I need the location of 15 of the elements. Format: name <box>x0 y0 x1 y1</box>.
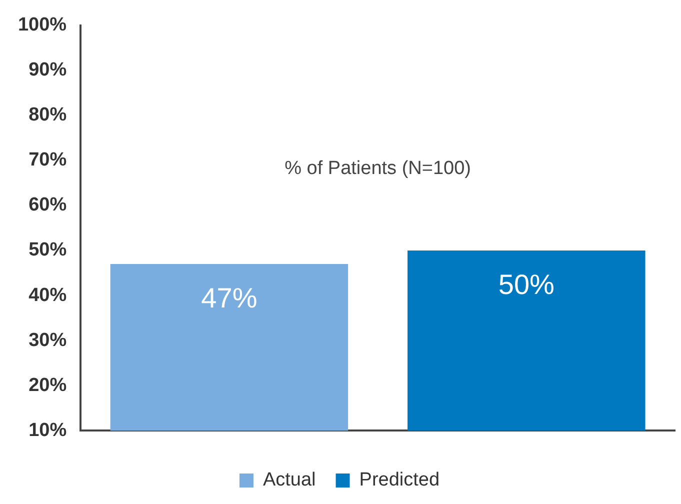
y-tick-label: 90% <box>28 60 67 81</box>
y-tick-label: 40% <box>28 284 67 306</box>
annotation: % of Patients (N=100) <box>284 158 471 179</box>
y-tick-label: 50% <box>28 240 67 261</box>
y-tick-label: 100% <box>18 14 67 36</box>
text: 50% <box>498 269 554 300</box>
legend-label: Actual <box>262 470 316 491</box>
y-tick-label: 30% <box>28 330 67 351</box>
y-tick-label: 70% <box>28 150 67 171</box>
y-tick-label: 80% <box>28 104 67 126</box>
y-tick-label: 20% <box>28 374 67 396</box>
legend-label: Predicted <box>359 470 440 491</box>
y-tick-label: 60% <box>28 194 67 216</box>
text: 47% <box>201 282 258 314</box>
y-tick-label: 10% <box>28 420 67 441</box>
